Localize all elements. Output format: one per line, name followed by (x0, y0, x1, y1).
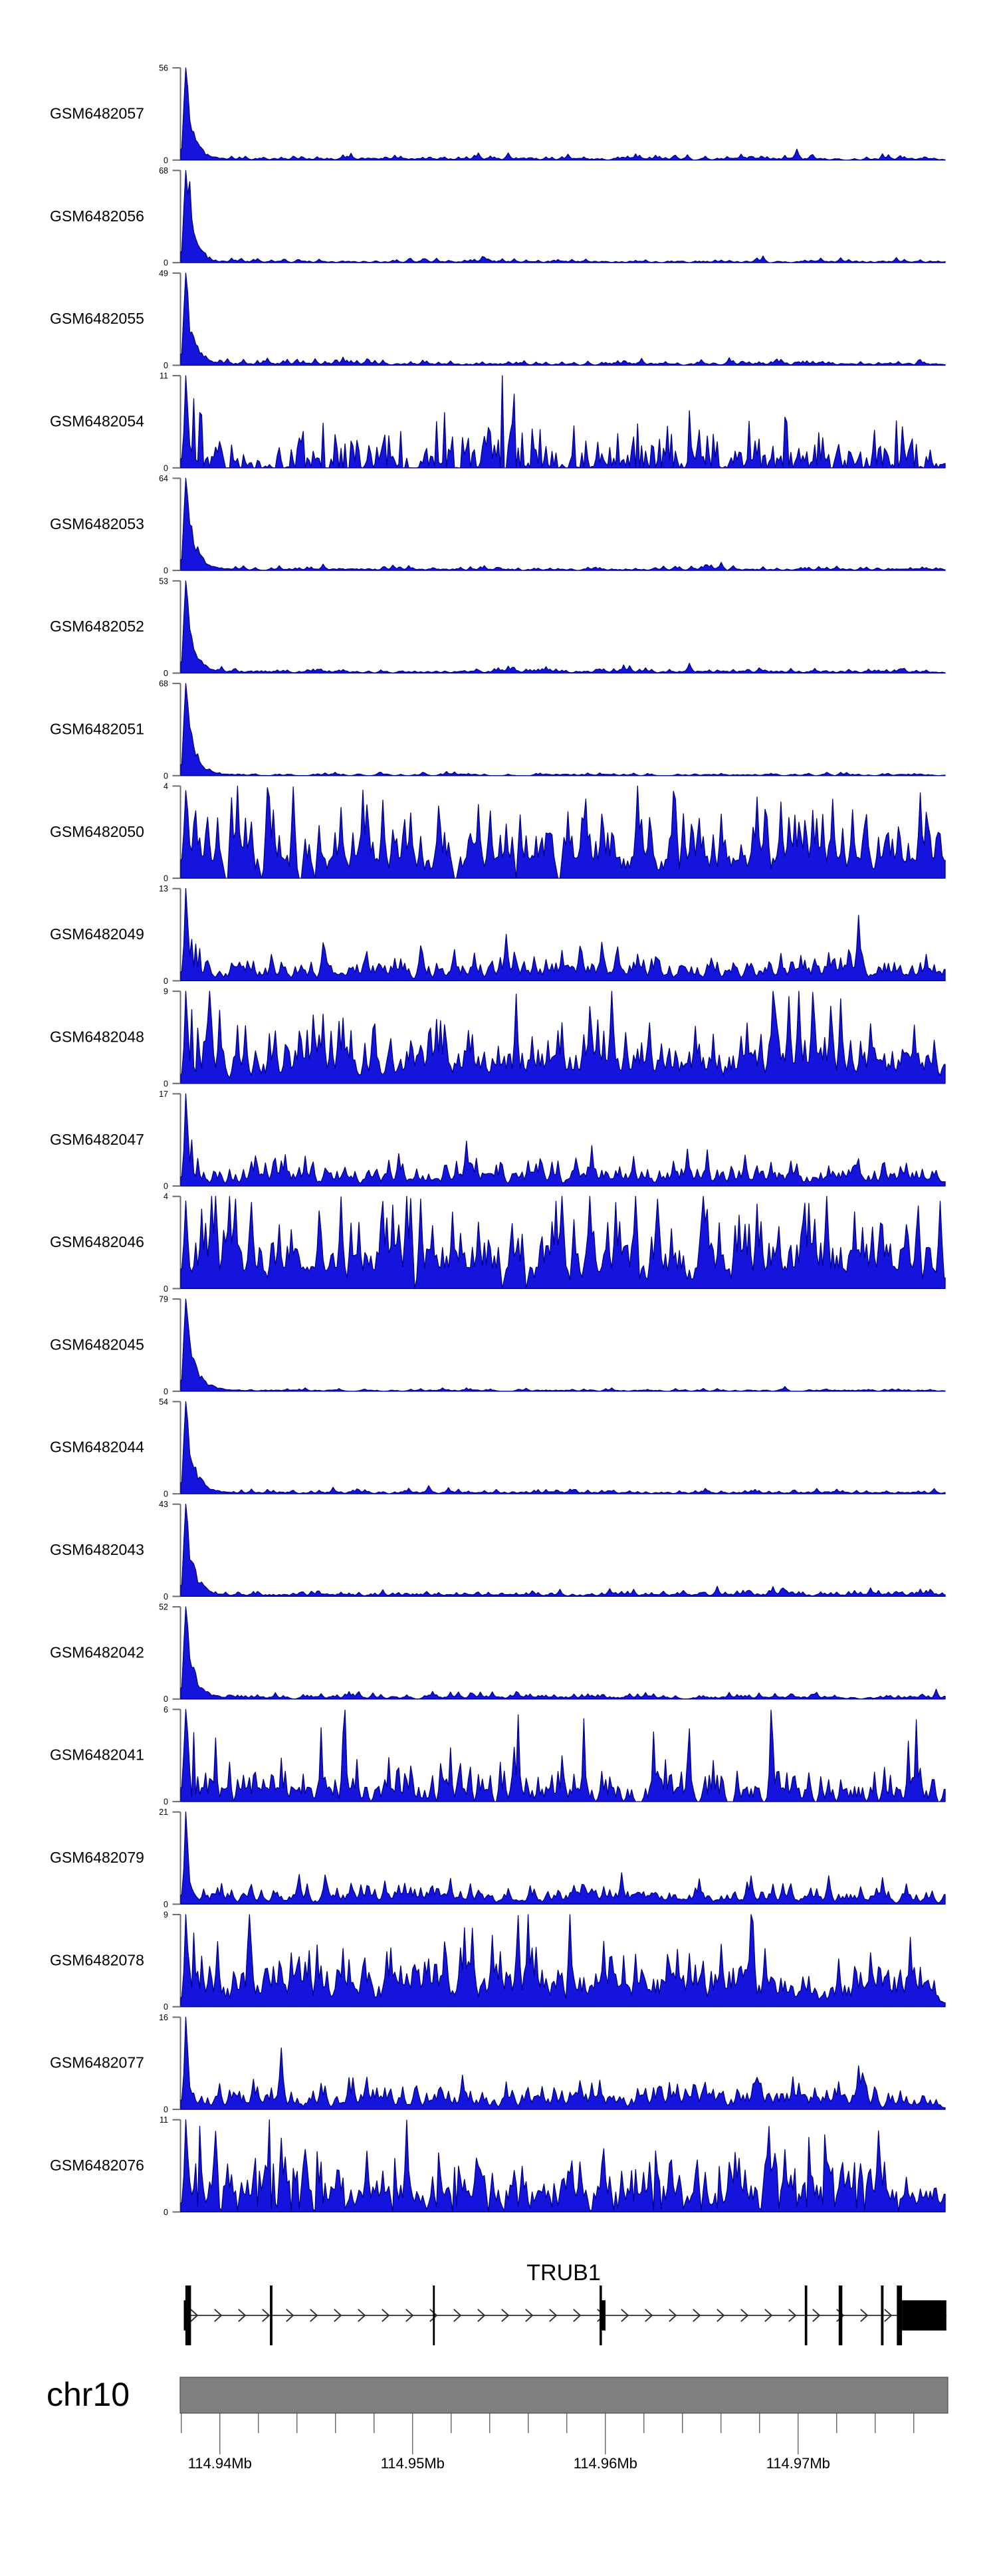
svg-text:GSM6482046: GSM6482046 (50, 1233, 144, 1250)
svg-text:GSM6482044: GSM6482044 (50, 1439, 144, 1456)
svg-text:0: 0 (164, 1387, 168, 1396)
svg-text:0: 0 (164, 977, 168, 986)
svg-text:GSM6482048: GSM6482048 (50, 1028, 144, 1045)
svg-text:64: 64 (159, 474, 168, 483)
svg-text:0: 0 (164, 1284, 168, 1294)
svg-text:0: 0 (164, 2105, 168, 2115)
svg-text:GSM6482078: GSM6482078 (50, 1951, 144, 1968)
svg-text:GSM6482049: GSM6482049 (50, 925, 144, 943)
svg-text:chr10: chr10 (47, 2376, 130, 2413)
svg-text:0: 0 (164, 771, 168, 780)
svg-text:0: 0 (164, 463, 168, 473)
svg-text:0: 0 (164, 2002, 168, 2012)
svg-text:TRUB1: TRUB1 (526, 2260, 600, 2285)
svg-text:GSM6482055: GSM6482055 (50, 310, 144, 327)
svg-text:0: 0 (164, 1592, 168, 1601)
svg-text:GSM6482041: GSM6482041 (50, 1746, 144, 1764)
svg-text:0: 0 (164, 1182, 168, 1191)
svg-text:0: 0 (164, 2208, 168, 2217)
svg-text:GSM6482045: GSM6482045 (50, 1336, 144, 1353)
svg-text:0: 0 (164, 361, 168, 370)
svg-text:0: 0 (164, 156, 168, 165)
svg-text:GSM6482076: GSM6482076 (50, 2157, 144, 2174)
svg-text:21: 21 (159, 1808, 168, 1817)
svg-text:GSM6482054: GSM6482054 (50, 412, 144, 429)
svg-text:114.97Mb: 114.97Mb (766, 2455, 830, 2472)
svg-text:4: 4 (164, 1192, 168, 1201)
svg-text:0: 0 (164, 1798, 168, 1807)
svg-text:0: 0 (164, 566, 168, 576)
svg-text:0: 0 (164, 1490, 168, 1499)
svg-text:54: 54 (159, 1397, 168, 1407)
svg-text:0: 0 (164, 1900, 168, 1909)
svg-text:4: 4 (164, 782, 168, 791)
svg-text:9: 9 (164, 987, 168, 996)
svg-text:GSM6482053: GSM6482053 (50, 515, 144, 532)
svg-text:GSM6482077: GSM6482077 (50, 2054, 144, 2071)
svg-text:GSM6482056: GSM6482056 (50, 207, 144, 225)
svg-text:52: 52 (159, 1603, 168, 1612)
svg-text:79: 79 (159, 1295, 168, 1304)
svg-text:114.96Mb: 114.96Mb (574, 2455, 637, 2472)
svg-text:GSM6482042: GSM6482042 (50, 1643, 144, 1661)
svg-text:0: 0 (164, 874, 168, 883)
svg-text:GSM6482047: GSM6482047 (50, 1131, 144, 1148)
svg-text:9: 9 (164, 1911, 168, 1920)
svg-text:0: 0 (164, 1079, 168, 1088)
svg-text:68: 68 (159, 679, 168, 689)
svg-text:49: 49 (159, 269, 168, 278)
svg-text:0: 0 (164, 669, 168, 678)
svg-text:GSM6482052: GSM6482052 (50, 618, 144, 635)
svg-text:GSM6482051: GSM6482051 (50, 720, 144, 737)
svg-text:53: 53 (159, 576, 168, 586)
svg-text:11: 11 (160, 2115, 168, 2125)
svg-text:11: 11 (160, 372, 168, 381)
svg-text:114.95Mb: 114.95Mb (381, 2455, 445, 2472)
svg-text:0: 0 (164, 1695, 168, 1704)
svg-text:GSM6482050: GSM6482050 (50, 823, 144, 840)
svg-text:114.94Mb: 114.94Mb (188, 2455, 252, 2472)
svg-text:43: 43 (159, 1500, 168, 1509)
svg-text:16: 16 (159, 2013, 168, 2022)
svg-text:0: 0 (164, 259, 168, 268)
svg-text:GSM6482079: GSM6482079 (50, 1849, 144, 1866)
svg-text:GSM6482057: GSM6482057 (50, 104, 144, 122)
svg-text:GSM6482043: GSM6482043 (50, 1541, 144, 1558)
svg-text:6: 6 (164, 1705, 168, 1714)
svg-text:17: 17 (159, 1090, 168, 1099)
svg-text:56: 56 (159, 64, 168, 73)
svg-text:13: 13 (159, 884, 168, 893)
svg-text:68: 68 (159, 166, 168, 176)
